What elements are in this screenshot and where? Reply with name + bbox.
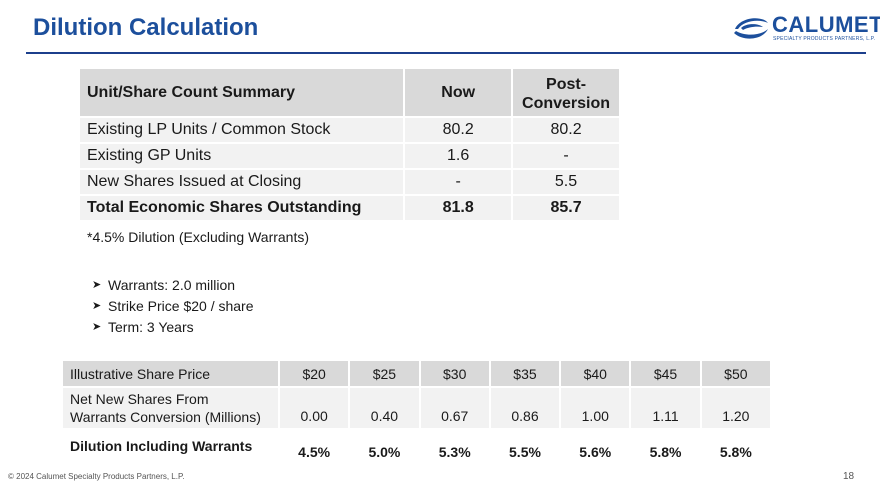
- net-label-line2: Warrants Conversion (Millions): [70, 409, 261, 425]
- arrow-bullet-icon: ➤: [92, 300, 102, 312]
- share-count-summary-table: Unit/Share Count Summary Now Post- Conve…: [80, 69, 621, 222]
- total-now-value: 81.8: [404, 194, 514, 222]
- list-item-text: Warrants: 2.0 million: [108, 277, 236, 293]
- dilution-note: *4.5% Dilution (Excluding Warrants): [87, 229, 310, 245]
- row-post-value: -: [512, 143, 621, 170]
- net-shares-cell: 1.11: [630, 387, 702, 430]
- list-item: ➤ Warrants: 2.0 million: [92, 275, 254, 296]
- net-shares-cell: 0.00: [279, 387, 351, 430]
- net-new-shares-row: Net New Shares From Warrants Conversion …: [63, 387, 773, 430]
- arrow-bullet-icon: ➤: [92, 279, 102, 291]
- page-number: 18: [843, 471, 855, 482]
- dilution-cell: 5.3%: [419, 429, 491, 464]
- calumet-logo: CALUMET SPECIALTY PRODUCTS PARTNERS, L.P…: [732, 12, 880, 48]
- net-shares-cell: 1.00: [560, 387, 632, 430]
- price-cell: $45: [630, 361, 702, 388]
- dilution-cell: 5.8%: [630, 429, 702, 464]
- price-cell: $20: [279, 361, 351, 388]
- row-post-value: 80.2: [512, 117, 621, 144]
- price-cell: $40: [560, 361, 632, 388]
- list-item: ➤ Strike Price $20 / share: [92, 296, 254, 317]
- dilution-row: Dilution Including Warrants 4.5% 5.0% 5.…: [63, 429, 773, 464]
- page-title: Dilution Calculation: [33, 14, 259, 41]
- row-post-value: 5.5: [512, 169, 621, 196]
- column-header-now: Now: [404, 69, 514, 118]
- list-item-text: Term: 3 Years: [108, 319, 194, 335]
- total-label: Total Economic Shares Outstanding: [80, 194, 406, 222]
- table-header-row: Unit/Share Count Summary Now Post- Conve…: [80, 69, 621, 118]
- list-item-text: Strike Price $20 / share: [108, 298, 254, 314]
- price-cell: $50: [700, 361, 773, 388]
- row-now-value: 1.6: [404, 143, 514, 170]
- dilution-cell: 5.8%: [700, 429, 773, 464]
- net-label-line1: Net New Shares From: [70, 391, 209, 407]
- row-now-value: -: [404, 169, 514, 196]
- net-shares-cell: 0.40: [349, 387, 421, 430]
- row-now-value: 80.2: [404, 117, 514, 144]
- column-header-label: Unit/Share Count Summary: [80, 69, 406, 118]
- dilution-cell: 5.0%: [349, 429, 421, 464]
- dilution-label: Dilution Including Warrants: [63, 429, 280, 464]
- price-row-label: Illustrative Share Price: [63, 361, 280, 388]
- row-label: Existing LP Units / Common Stock: [80, 117, 406, 144]
- price-header-row: Illustrative Share Price $20 $25 $30 $35…: [63, 361, 773, 388]
- dilution-cell: 4.5%: [279, 429, 351, 464]
- price-cell: $35: [489, 361, 562, 388]
- post-header-line2: Conversion: [522, 94, 611, 112]
- list-item: ➤ Term: 3 Years: [92, 317, 254, 338]
- logo-subtitle: SPECIALTY PRODUCTS PARTNERS, L.P.: [773, 36, 876, 42]
- calumet-swoosh-icon: [734, 18, 768, 39]
- dilution-cell: 5.5%: [489, 429, 562, 464]
- warrant-terms-list: ➤ Warrants: 2.0 million ➤ Strike Price $…: [92, 275, 254, 338]
- table-row: Existing LP Units / Common Stock 80.2 80…: [80, 117, 621, 144]
- total-row: Total Economic Shares Outstanding 81.8 8…: [80, 194, 621, 222]
- title-divider: [26, 52, 866, 54]
- logo-wordmark: CALUMET: [772, 12, 880, 37]
- copyright-footer: © 2024 Calumet Specialty Products Partne…: [8, 472, 185, 481]
- arrow-bullet-icon: ➤: [92, 321, 102, 333]
- row-label: New Shares Issued at Closing: [80, 169, 406, 196]
- dilution-cell: 5.6%: [560, 429, 632, 464]
- table-row: New Shares Issued at Closing - 5.5: [80, 169, 621, 196]
- post-header-line1: Post-: [546, 75, 587, 93]
- total-post-value: 85.7: [512, 194, 621, 222]
- price-cell: $25: [349, 361, 421, 388]
- row-label: Existing GP Units: [80, 143, 406, 170]
- net-shares-label: Net New Shares From Warrants Conversion …: [63, 387, 280, 430]
- column-header-post-conversion: Post- Conversion: [512, 69, 621, 118]
- warrant-dilution-table: Illustrative Share Price $20 $25 $30 $35…: [63, 361, 773, 464]
- table-row: Existing GP Units 1.6 -: [80, 143, 621, 170]
- net-shares-cell: 0.86: [489, 387, 562, 430]
- price-cell: $30: [419, 361, 491, 388]
- net-shares-cell: 0.67: [419, 387, 491, 430]
- net-shares-cell: 1.20: [700, 387, 773, 430]
